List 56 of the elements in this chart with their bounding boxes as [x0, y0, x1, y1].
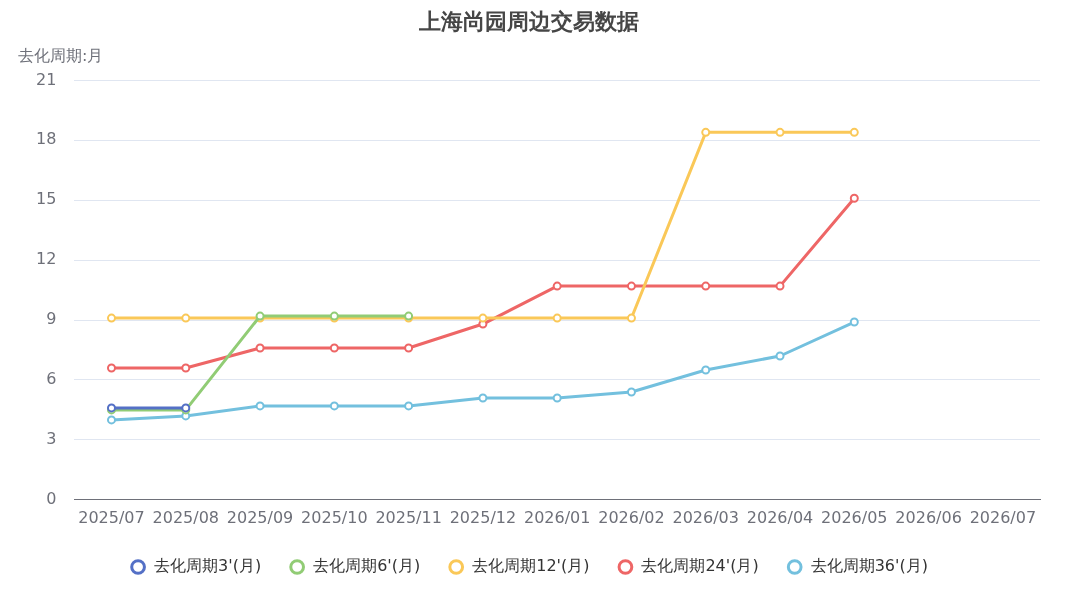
legend-label: 去化周期3'(月): [154, 556, 262, 576]
point: [107, 363, 116, 373]
y-tick-label: 3: [46, 429, 57, 449]
x-tick-label: 2025/10: [301, 507, 368, 527]
point: [775, 127, 785, 137]
point: [626, 281, 636, 291]
x-tick-label: 2026/07: [969, 507, 1037, 527]
point: [107, 415, 116, 425]
point: [701, 281, 711, 291]
point: [849, 127, 859, 137]
point: [478, 313, 488, 323]
point: [849, 317, 859, 327]
point: [552, 313, 562, 323]
x-tick-label: 2025/08: [152, 507, 220, 527]
point: [849, 193, 859, 203]
point: [255, 343, 265, 353]
point: [181, 363, 191, 373]
y-tick-label: 15: [36, 189, 57, 209]
point: [626, 313, 636, 323]
point: [255, 401, 265, 411]
x-tick-label: 2026/04: [746, 507, 814, 527]
y-tick-label: 0: [46, 488, 57, 508]
point: [329, 343, 339, 353]
x-tick-label: 2026/02: [598, 507, 665, 527]
point: [107, 313, 116, 323]
x-tick-label: 2025/12: [449, 507, 517, 527]
y-tick-label: 18: [36, 129, 57, 149]
legend-label: 去化周期24'(月): [641, 556, 759, 576]
x-tick-label: 2025/11: [375, 507, 442, 527]
point: [701, 127, 711, 137]
point: [478, 393, 488, 403]
legend-label: 去化周期36'(月): [810, 556, 928, 576]
point: [775, 281, 785, 291]
y-tick-label: 6: [46, 369, 57, 389]
x-tick-label: 2026/01: [523, 507, 591, 527]
point: [701, 365, 711, 375]
point: [626, 387, 636, 397]
point: [775, 351, 785, 361]
y-tick-label: 21: [36, 69, 57, 89]
point: [552, 393, 562, 403]
point: [404, 401, 414, 411]
legend-label: 去化周期6'(月): [313, 556, 421, 576]
x-tick-label: 2026/03: [672, 507, 739, 527]
point: [181, 313, 191, 323]
x-tick-label: 2025/07: [78, 507, 145, 527]
x-tick-label: 2025/09: [226, 507, 294, 527]
chart-title: 上海尚园周边交易数据: [418, 8, 639, 34]
x-tick-label: 2026/06: [895, 507, 962, 527]
point: [404, 343, 414, 353]
x-tick-label: 2026/05: [821, 507, 888, 527]
y-tick-label: 9: [46, 309, 57, 329]
y-tick-label: 12: [36, 249, 57, 269]
legend-label: 去化周期12'(月): [472, 556, 590, 576]
y-axis-title: 去化周期:月: [18, 46, 104, 66]
point: [552, 281, 562, 291]
point: [329, 401, 339, 411]
